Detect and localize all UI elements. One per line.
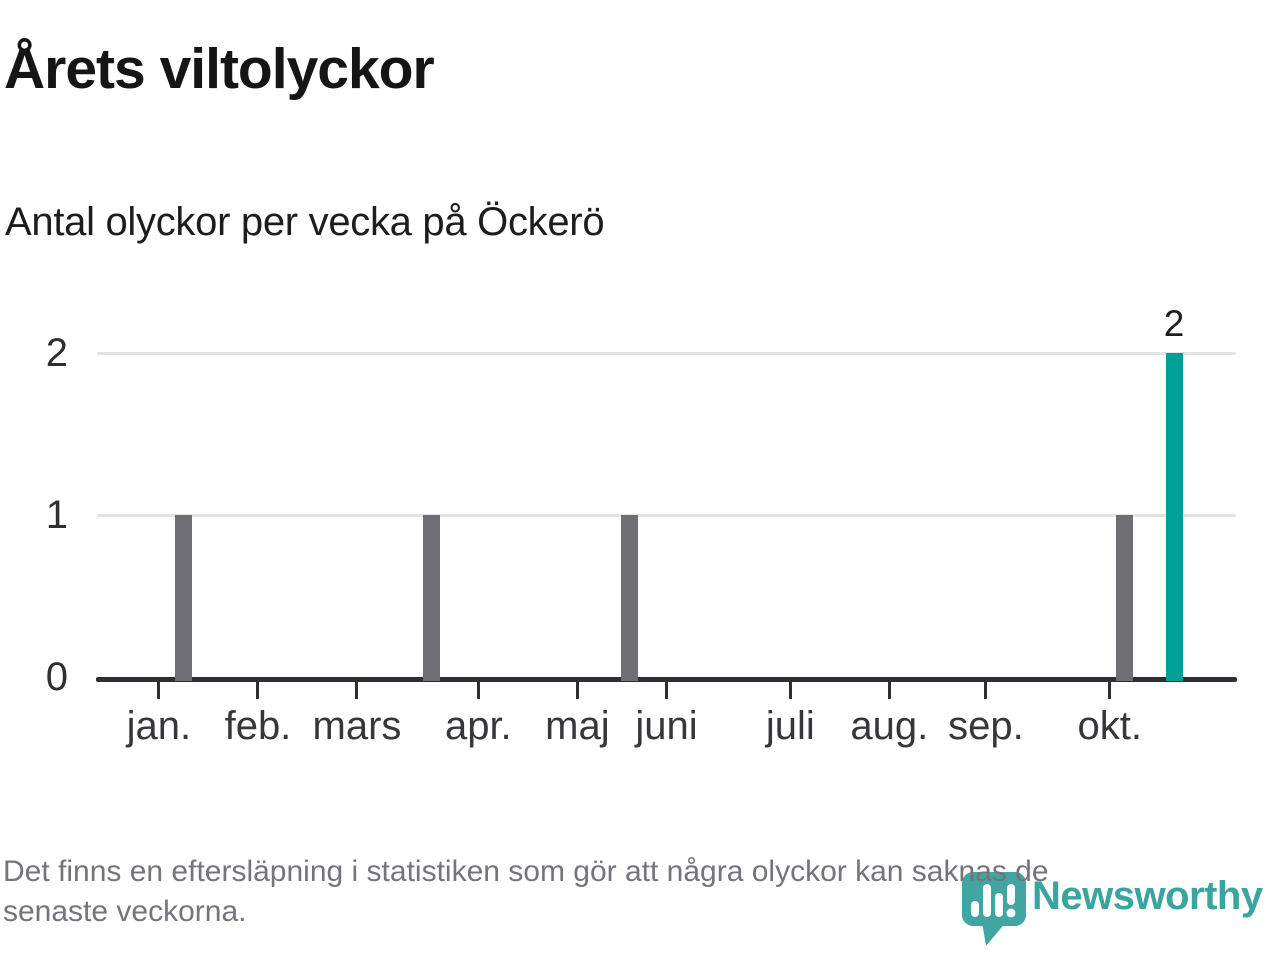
bar-week-13 bbox=[422, 515, 440, 681]
x-axis-line bbox=[96, 677, 1237, 682]
x-axis-label-juni: juni bbox=[635, 704, 698, 748]
x-axis-label-jan: jan. bbox=[126, 704, 192, 748]
newsworthy-bubble-chart-icon bbox=[962, 872, 1026, 946]
x-axis-tick-mars bbox=[355, 682, 359, 699]
x-axis-tick-okt bbox=[1108, 682, 1112, 699]
footnote-line-1: Det finns en eftersläpning i statistiken… bbox=[3, 855, 1049, 888]
x-axis-tick-sep bbox=[984, 682, 988, 699]
y-axis-label-2: 2 bbox=[45, 331, 68, 375]
newsworthy-wordmark: Newsworthy bbox=[1032, 874, 1263, 918]
chart-subtitle: Antal olyckor per vecka på Öckerö bbox=[5, 200, 605, 244]
page-title: Årets viltolyckor bbox=[4, 37, 435, 101]
x-axis-label-feb: feb. bbox=[224, 704, 292, 748]
x-axis-label-maj: maj bbox=[545, 704, 610, 748]
y-axis-label-1: 1 bbox=[45, 493, 68, 537]
x-axis-label-sep: sep. bbox=[948, 704, 1024, 748]
bar-week-41 bbox=[1116, 515, 1134, 681]
y-axis-label-0: 0 bbox=[45, 655, 68, 699]
x-axis-label-okt: okt. bbox=[1077, 704, 1142, 748]
x-axis-tick-apr bbox=[476, 682, 480, 699]
footnote: Det finns en eftersläpning i statistiken… bbox=[3, 852, 1273, 932]
x-axis-tick-maj bbox=[575, 682, 579, 699]
bar-week-21 bbox=[620, 515, 638, 681]
bar-week-3 bbox=[175, 515, 193, 681]
gridline-y1 bbox=[97, 514, 1236, 517]
x-axis-label-juli: juli bbox=[765, 704, 815, 748]
x-axis-tick-juli bbox=[788, 682, 792, 699]
x-axis-tick-jan bbox=[157, 682, 161, 699]
x-axis-label-apr: apr. bbox=[444, 704, 512, 748]
x-axis-tick-feb bbox=[256, 682, 260, 699]
x-axis-tick-juni bbox=[665, 682, 668, 699]
bar-week-43-highlight bbox=[1165, 353, 1183, 681]
newsworthy-logo: Newsworthy bbox=[962, 870, 1280, 950]
x-axis-label-aug: aug. bbox=[850, 704, 929, 748]
bar-value-label: 2 bbox=[1163, 303, 1185, 344]
x-axis-label-mars: mars bbox=[312, 704, 402, 748]
weekly-bar-chart: 0 1 2 jan. feb. mars apr. maj juni juli aug. sep. ok… bbox=[0, 280, 1280, 760]
footnote-line-2: senaste veckorna. bbox=[3, 895, 247, 928]
gridline-y2 bbox=[97, 352, 1236, 355]
x-axis-tick-aug bbox=[887, 682, 891, 699]
